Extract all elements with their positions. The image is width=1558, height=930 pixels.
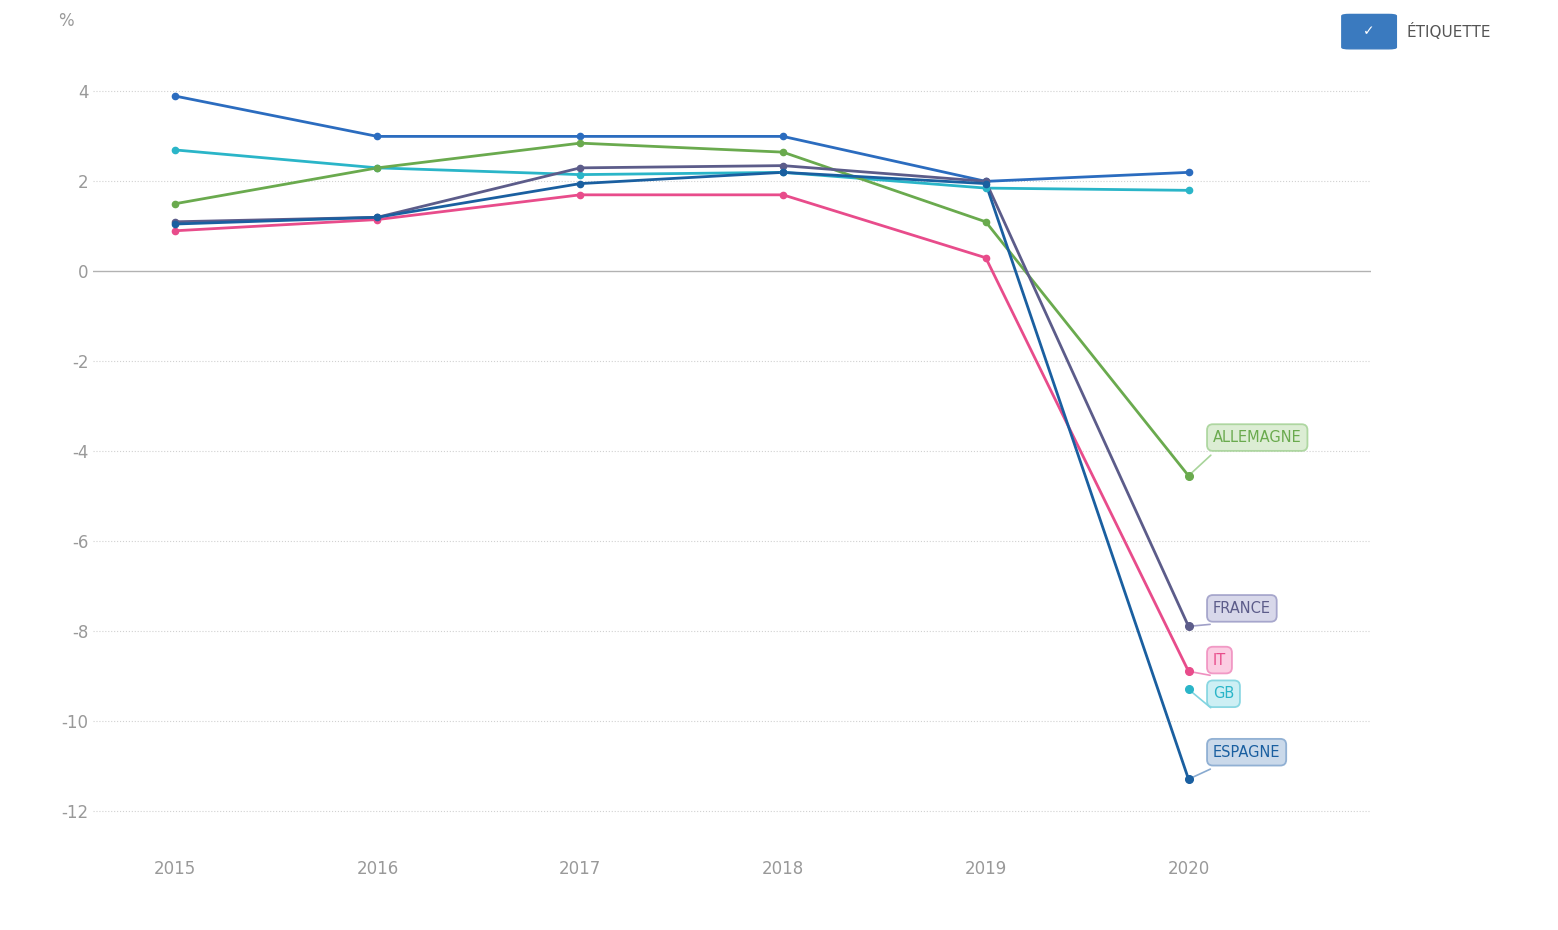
- Text: ✓: ✓: [1363, 24, 1374, 39]
- Text: ÉTIQUETTE: ÉTIQUETTE: [1405, 23, 1491, 40]
- Text: ESPAGNE: ESPAGNE: [1212, 745, 1281, 760]
- Text: %: %: [58, 12, 73, 31]
- FancyBboxPatch shape: [1341, 15, 1396, 48]
- Text: GB: GB: [1212, 686, 1234, 701]
- Text: ALLEMAGNE: ALLEMAGNE: [1212, 430, 1301, 445]
- Text: FRANCE: FRANCE: [1212, 601, 1271, 616]
- Text: IT: IT: [1212, 653, 1226, 668]
